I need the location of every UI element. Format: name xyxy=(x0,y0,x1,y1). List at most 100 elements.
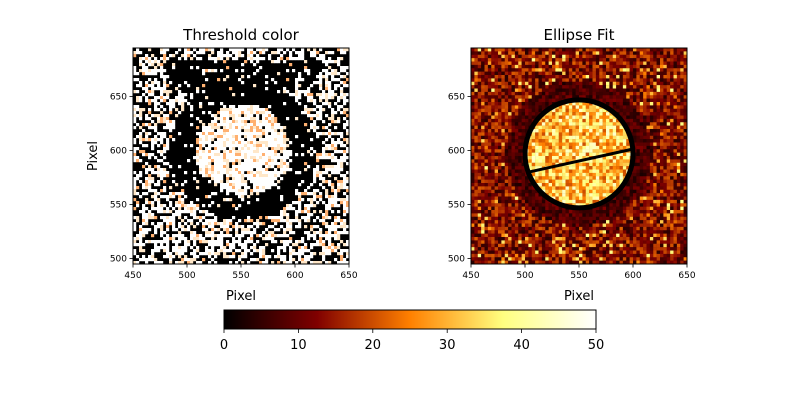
heatmap-cell xyxy=(656,61,661,66)
heatmap-cell xyxy=(666,159,671,163)
heatmap-cell xyxy=(568,108,573,113)
heatmap-cell xyxy=(494,152,499,157)
heatmap-cell xyxy=(340,252,344,256)
heatmap-cell xyxy=(250,252,254,256)
heatmap-cell xyxy=(139,228,143,232)
heatmap-cell xyxy=(525,54,529,59)
heatmap-cell xyxy=(136,174,140,178)
heatmap-cell xyxy=(484,75,489,79)
heatmap-cell xyxy=(633,81,637,86)
heatmap-cell xyxy=(599,132,603,136)
heatmap-cell xyxy=(545,176,549,180)
heatmap-cell xyxy=(683,125,687,130)
heatmap-cell xyxy=(298,249,302,253)
heatmap-cell xyxy=(211,177,215,181)
heatmap-cell xyxy=(525,122,529,126)
heatmap-cell xyxy=(199,48,203,52)
heatmap-cell xyxy=(535,68,539,72)
heatmap-cell xyxy=(653,132,657,136)
heatmap-cell xyxy=(229,138,233,142)
heatmap-cell xyxy=(151,114,155,118)
heatmap-cell xyxy=(535,112,539,116)
heatmap-cell xyxy=(256,249,260,253)
heatmap-cell xyxy=(602,129,607,133)
heatmap-cell xyxy=(304,219,308,223)
heatmap-cell xyxy=(585,162,590,167)
heatmap-cell xyxy=(334,156,338,160)
heatmap-cell xyxy=(262,144,266,148)
heatmap-cell xyxy=(585,152,590,157)
heatmap-cell xyxy=(616,162,620,167)
heatmap-cell xyxy=(545,169,549,174)
heatmap-cell xyxy=(190,222,194,226)
heatmap-cell xyxy=(178,48,182,52)
heatmap-cell xyxy=(582,156,586,160)
heatmap-cell xyxy=(250,180,254,184)
heatmap-cell xyxy=(151,207,155,211)
heatmap-cell xyxy=(538,108,543,113)
heatmap-cell xyxy=(582,68,586,72)
heatmap-cell xyxy=(337,252,341,256)
heatmap-cell xyxy=(316,165,320,169)
heatmap-cell xyxy=(548,58,553,62)
heatmap-cell xyxy=(663,132,667,136)
heatmap-cell xyxy=(157,180,161,184)
heatmap-cell xyxy=(575,129,580,133)
heatmap-cell xyxy=(498,85,502,89)
heatmap-cell xyxy=(331,201,335,205)
heatmap-cell xyxy=(148,201,152,205)
heatmap-cell xyxy=(205,69,209,73)
heatmap-cell xyxy=(616,156,620,160)
heatmap-cell xyxy=(589,64,593,69)
heatmap-cell xyxy=(199,162,203,166)
heatmap-cell xyxy=(626,85,630,89)
heatmap-cell xyxy=(619,139,624,143)
heatmap-cell xyxy=(511,61,516,66)
heatmap-cell xyxy=(514,166,519,170)
heatmap-cell xyxy=(199,51,203,55)
heatmap-cell xyxy=(169,99,173,103)
heatmap-cell xyxy=(548,169,553,174)
heatmap-cell xyxy=(145,96,149,100)
heatmap-cell xyxy=(538,135,543,140)
heatmap-cell xyxy=(599,71,603,76)
heatmap-cell xyxy=(334,171,338,175)
heatmap-cell xyxy=(205,231,209,235)
heatmap-cell xyxy=(169,222,173,226)
heatmap-cell xyxy=(528,149,532,153)
heatmap-cell xyxy=(220,102,224,106)
heatmap-cell xyxy=(656,71,661,76)
heatmap-cell xyxy=(241,138,245,142)
heatmap-cell xyxy=(609,176,613,180)
heatmap-cell xyxy=(277,219,281,223)
heatmap-cell xyxy=(193,243,197,247)
heatmap-cell xyxy=(531,48,536,52)
heatmap-cell xyxy=(511,102,516,106)
heatmap-cell xyxy=(504,129,509,133)
heatmap-cell xyxy=(325,189,329,193)
heatmap-cell xyxy=(471,149,475,153)
heatmap-cell xyxy=(676,51,681,55)
heatmap-cell xyxy=(214,180,218,184)
heatmap-cell xyxy=(136,105,140,109)
heatmap-cell xyxy=(193,240,197,244)
heatmap-cell xyxy=(142,234,146,238)
heatmap-cell xyxy=(235,261,239,264)
heatmap-cell xyxy=(226,66,230,70)
heatmap-cell xyxy=(501,51,505,55)
heatmap-cell xyxy=(286,243,290,247)
heatmap-cell xyxy=(307,48,311,52)
heatmap-cell xyxy=(217,162,221,166)
heatmap-cell xyxy=(175,114,179,118)
heatmap-cell xyxy=(247,117,251,121)
heatmap-cell xyxy=(139,126,143,130)
heatmap-cell xyxy=(226,144,230,148)
heatmap-cell xyxy=(166,216,170,220)
heatmap-cell xyxy=(175,201,179,205)
heatmap-cell xyxy=(531,156,536,160)
heatmap-cell xyxy=(331,165,335,169)
heatmap-cell xyxy=(175,192,179,196)
heatmap-cell xyxy=(259,123,263,127)
heatmap-cell xyxy=(606,71,610,76)
heatmap-cell xyxy=(514,58,519,62)
